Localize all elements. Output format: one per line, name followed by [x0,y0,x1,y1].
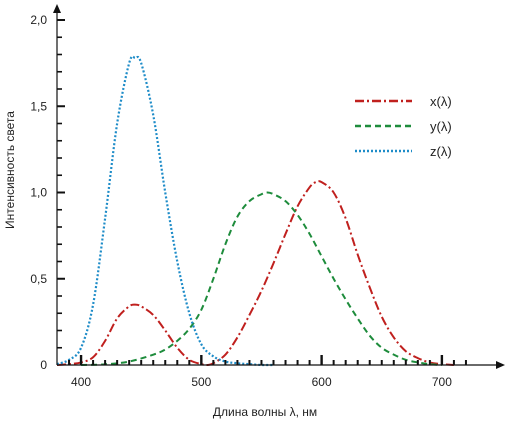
x-axis-title: Длина волны λ, нм [213,405,317,419]
x-tick-label: 600 [312,375,332,389]
legend-label-2: y(λ) [430,119,452,134]
x-tick-label: 400 [71,375,91,389]
y-tick-label: 0 [40,358,47,372]
x-axis-arrow-icon [496,361,505,369]
series-line-3 [56,55,274,367]
legend-layer: x(λ) y(λ) z(λ) [355,94,452,159]
legend-label-3: z(λ) [430,144,452,159]
series-line-1 [56,180,454,367]
series-layer [56,55,454,367]
ticks-layer: 400 500 600 700 0 0,5 1,0 1,5 2,0 [30,13,467,389]
y-tick-label: 1,5 [30,99,47,113]
x-tick-label: 500 [191,375,211,389]
y-axis-arrow-icon [53,4,61,13]
series-line-2 [81,191,442,366]
y-axis-title: Интенсивность света [3,111,17,229]
y-tick-label: 0,5 [30,272,47,286]
y-tick-label: 2,0 [30,13,47,27]
axes-layer [53,4,505,369]
legend-label-1: x(λ) [430,94,452,109]
x-tick-label: 700 [432,375,452,389]
y-tick-label: 1,0 [30,186,47,200]
